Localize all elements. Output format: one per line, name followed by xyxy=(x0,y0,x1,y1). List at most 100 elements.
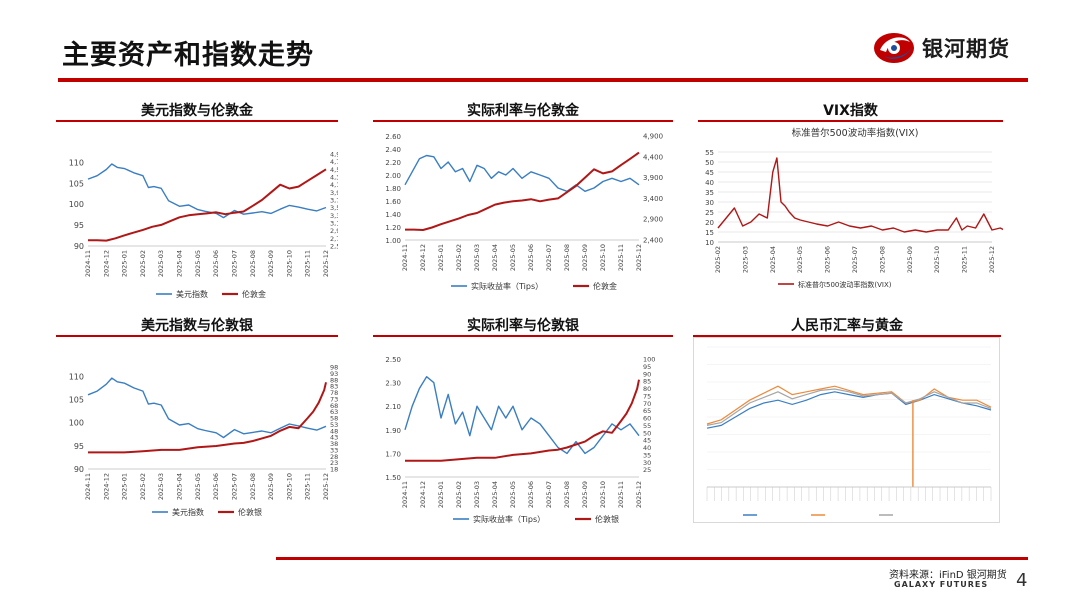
x-tick-label: 2024-11 xyxy=(84,250,92,277)
series-line xyxy=(88,168,327,242)
x-tick-label: 2025-11 xyxy=(304,250,312,277)
x-tick-label: 2025-06 xyxy=(824,246,832,273)
y-right-tick-label: 3,500 xyxy=(330,204,338,212)
y-left-tick-label: 100 xyxy=(69,200,84,209)
chart-title: 美元指数与伦敦金 xyxy=(141,103,253,119)
y-right-tick-label: 85 xyxy=(643,378,651,386)
y-left-tick-label: 105 xyxy=(69,395,84,404)
y-left-tick-label: 2.10 xyxy=(385,403,401,411)
x-tick-label: 2025-09 xyxy=(906,246,914,273)
y-right-tick-label: 43 xyxy=(330,434,338,442)
x-tick-label: 2025-11 xyxy=(961,246,969,273)
y-left-tick-label: 1.80 xyxy=(385,185,401,193)
x-tick-label: 2025-03 xyxy=(157,250,165,277)
series-line xyxy=(706,388,992,426)
x-tick-label: 2025-02 xyxy=(139,473,147,500)
series-line xyxy=(404,376,640,455)
series-line xyxy=(706,391,992,429)
y-left-tick-label: 1.70 xyxy=(385,450,401,458)
x-tick-label: 2025-02 xyxy=(714,246,722,273)
y-right-tick-label: 83 xyxy=(330,383,338,391)
y-left-tick-label: 1.50 xyxy=(385,474,401,482)
y-left-tick-label: 2.00 xyxy=(385,172,401,180)
y-right-tick-label: 4,900 xyxy=(330,151,338,159)
y-right-tick-label: 68 xyxy=(330,402,338,410)
x-tick-label: 2025-10 xyxy=(933,246,941,273)
y-left-tick-label: 2.20 xyxy=(385,159,401,167)
panel-tips-silver: 实际利率与伦敦银 1.50 1.70 1.90 2.10 2.30 2.50 25 30 35 4… xyxy=(373,315,673,530)
y-right-tick-label: 4,100 xyxy=(330,181,338,189)
x-tick-label: 2025-09 xyxy=(267,250,275,277)
y-left-tick-label: 50 xyxy=(705,159,714,167)
y-right-tick-label: 3,700 xyxy=(330,197,338,205)
x-tick-label: 2024-12 xyxy=(419,481,427,508)
x-tick-label: 2025-07 xyxy=(545,481,553,508)
y-right-tick-label: 88 xyxy=(330,376,338,384)
chart-title: 实际利率与伦敦金 xyxy=(467,103,579,119)
panel-cny-gold: 人民币汇率与黄金 xyxy=(693,315,1001,525)
header-divider xyxy=(58,78,1028,82)
y-left-tick-label: 90 xyxy=(74,465,84,474)
y-right-tick-label: 63 xyxy=(330,408,338,416)
x-tick-label: 2025-04 xyxy=(176,473,184,500)
y-right-tick-label: 45 xyxy=(643,437,651,445)
y-right-tick-label: 93 xyxy=(330,370,338,378)
y-right-tick-label: 18 xyxy=(330,466,338,474)
series-line xyxy=(88,382,327,454)
chart-title: 实际利率与伦敦银 xyxy=(467,318,579,334)
y-left-tick-label: 35 xyxy=(705,189,714,197)
x-tick-label: 2025-05 xyxy=(509,481,517,508)
company-name-en: GALAXY FUTURES xyxy=(894,580,989,589)
x-tick-label: 2024-11 xyxy=(84,473,92,500)
x-tick-label: 2025-01 xyxy=(121,250,129,277)
y-left-tick-label: 10 xyxy=(705,239,714,247)
y-right-tick-label: 4,900 xyxy=(643,133,663,141)
title-rule xyxy=(373,120,673,122)
legend-label: 伦敦银 xyxy=(238,507,262,517)
x-tick-label: 2025-12 xyxy=(988,246,996,273)
y-right-tick-label: 33 xyxy=(330,446,338,454)
title-rule xyxy=(698,120,1003,122)
panel-tips-gold: 实际利率与伦敦金 1.00 1.20 1.40 1.60 1.80 2.00 2.20 2.4… xyxy=(373,100,673,300)
chart-frame xyxy=(693,337,1000,523)
page-title: 主要资产和指数走势 xyxy=(62,40,314,71)
galaxy-futures-logo-icon xyxy=(874,33,914,63)
chart-title: 人民币汇率与黄金 xyxy=(791,318,903,334)
legend-label: 实际收益率（Tips） xyxy=(473,514,545,524)
chart-tips-gold: 1.00 1.20 1.40 1.60 1.80 2.00 2.20 2.40 2.60 2,40… xyxy=(385,133,663,292)
chart-cny-gold xyxy=(693,337,1000,523)
x-tick-label: 2025-02 xyxy=(455,244,463,271)
y-right-tick-label: 78 xyxy=(330,389,338,397)
y-left-tick-label: 90 xyxy=(74,242,84,251)
y-right-tick-label: 4,300 xyxy=(330,174,338,182)
y-right-tick-label: 3,300 xyxy=(330,212,338,220)
x-tick-label: 2025-06 xyxy=(527,244,535,271)
title-rule xyxy=(56,335,338,337)
y-right-tick-label: 53 xyxy=(330,421,338,429)
chart-vix: 10 15 20 25 30 35 40 45 50 55 2025-02 2025-03 2025-0… xyxy=(705,127,1003,289)
x-tick-label: 2025-02 xyxy=(455,481,463,508)
y-right-tick-label: 3,400 xyxy=(643,195,663,203)
legend-label: 标准普尔500波动率指数(VIX) xyxy=(798,280,892,289)
y-left-tick-label: 100 xyxy=(69,419,84,428)
y-left-tick-label: 2.40 xyxy=(385,146,401,154)
y-right-tick-label: 48 xyxy=(330,427,338,435)
x-tick-label: 2024-11 xyxy=(401,244,409,271)
y-left-tick-label: 25 xyxy=(705,209,714,217)
y-right-tick-label: 2,500 xyxy=(330,243,338,251)
x-tick-label: 2025-03 xyxy=(741,246,749,273)
x-tick-label: 2025-05 xyxy=(194,250,202,277)
chart-subtitle: 标准普尔500波动率指数(VIX) xyxy=(792,127,919,139)
legend-label: 实际收益率（Tips） xyxy=(471,281,543,291)
x-tick-label: 2025-03 xyxy=(473,244,481,271)
y-left-tick-label: 105 xyxy=(69,179,84,188)
y-left-tick-label: 15 xyxy=(705,229,714,237)
x-tick-label: 2025-12 xyxy=(635,481,643,508)
x-tick-label: 2025-02 xyxy=(139,250,147,277)
x-tick-label: 2025-06 xyxy=(527,481,535,508)
x-tick-label: 2025-10 xyxy=(285,473,293,500)
title-rule xyxy=(56,120,338,122)
series-line xyxy=(87,163,327,219)
x-tick-label: 2025-07 xyxy=(545,244,553,271)
x-tick-label: 2025-04 xyxy=(491,244,499,271)
